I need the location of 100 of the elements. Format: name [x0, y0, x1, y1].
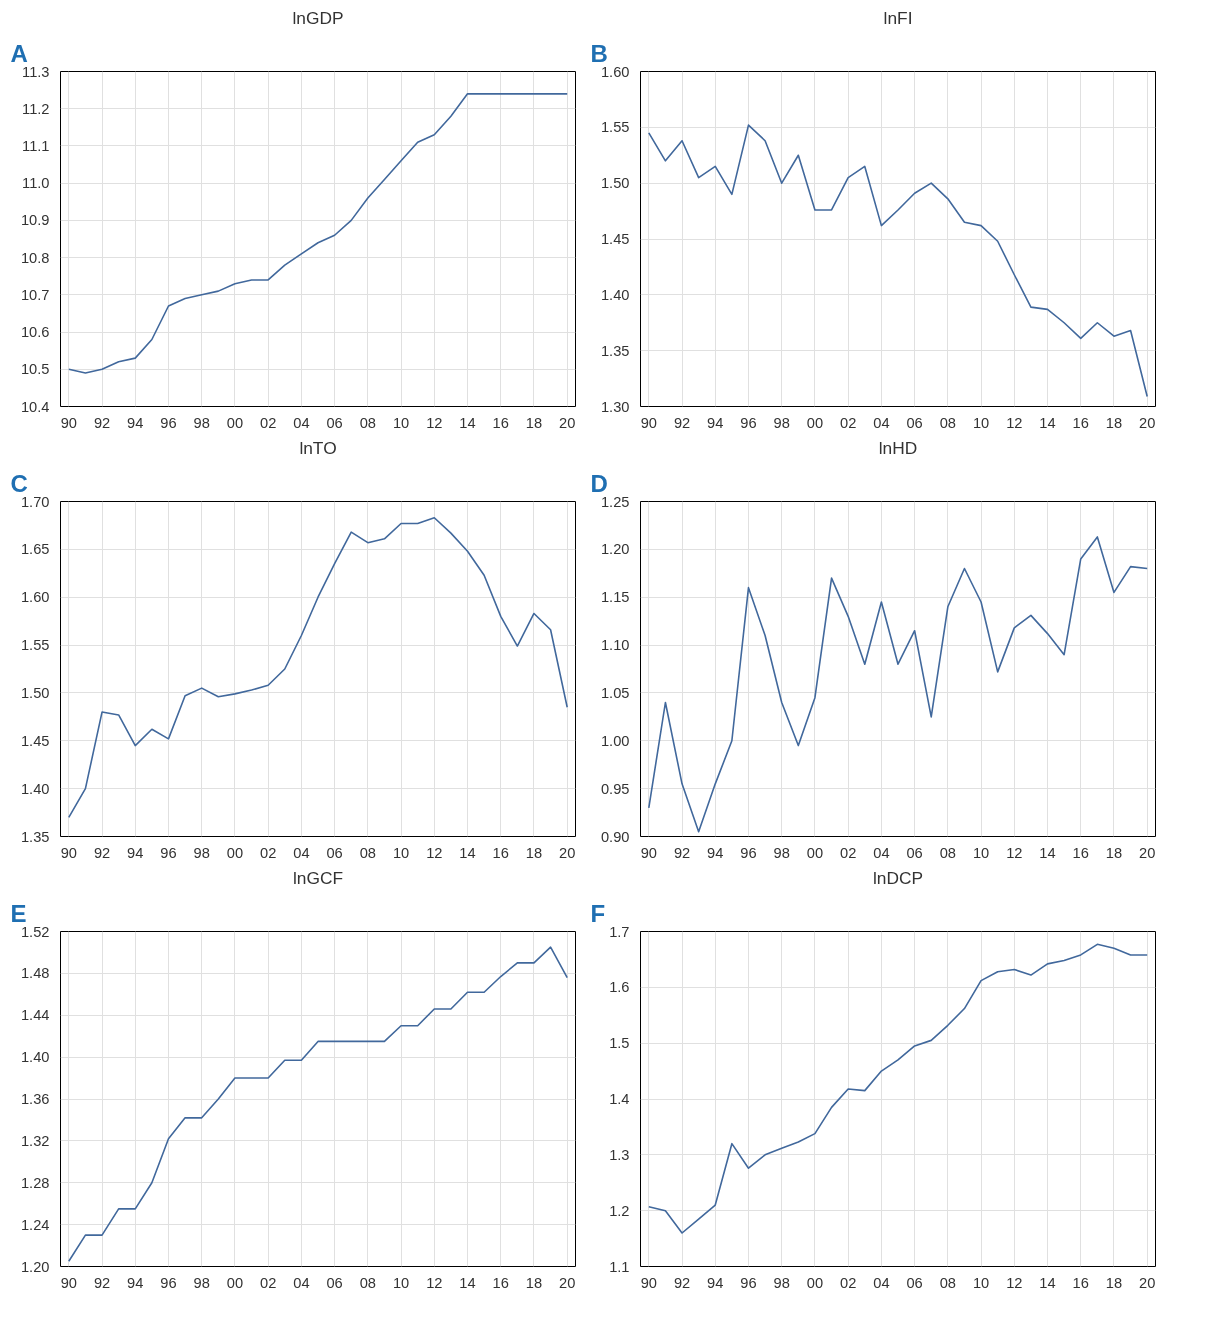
x-tick-label: 14	[1039, 414, 1056, 431]
chart-title: lnFI	[883, 7, 913, 28]
y-tick-label: 1.36	[20, 1091, 50, 1107]
x-tick-label: 10	[392, 414, 410, 431]
y-tick-label: 10.9	[20, 212, 50, 229]
x-tick-label: 06	[906, 1274, 923, 1291]
y-tick-label: 1.20	[20, 1258, 50, 1275]
x-tick-label: 08	[939, 844, 956, 861]
y-tick-label: 1.45	[20, 732, 50, 749]
x-tick-label: 06	[326, 844, 343, 861]
x-tick-label: 12	[426, 844, 443, 861]
y-tick-label: 10.4	[20, 398, 50, 415]
y-tick-label: 11.2	[22, 100, 50, 117]
y-tick-label: 1.10	[600, 637, 630, 654]
x-tick-label: 18	[525, 844, 543, 861]
x-tick-label: 02	[840, 1274, 857, 1291]
x-tick-label: 94	[707, 844, 724, 861]
x-tick-label: 10	[972, 414, 990, 431]
x-tick-label: 96	[160, 414, 177, 431]
chart-title: lnDCP	[872, 867, 924, 888]
x-tick-label: 96	[160, 1274, 177, 1291]
x-tick-label: 06	[906, 844, 923, 861]
y-tick-label: 1.20	[600, 541, 630, 558]
x-tick-label: 00	[226, 844, 244, 861]
x-tick-label: 98	[773, 1274, 790, 1291]
x-tick-label: 16	[492, 844, 509, 861]
y-tick-label: 1.65	[20, 541, 50, 558]
chart-title: lnGCF	[292, 867, 344, 888]
x-tick-label: 90	[640, 1274, 657, 1291]
y-tick-label: 1.00	[600, 732, 630, 749]
x-tick-label: 90	[60, 1274, 77, 1291]
x-tick-label: 04	[293, 414, 310, 431]
x-tick-label: 04	[293, 844, 310, 861]
x-tick-label: 98	[773, 844, 790, 861]
x-tick-label: 12	[426, 414, 443, 431]
y-tick-label: 1.35	[600, 342, 630, 359]
x-tick-label: 00	[226, 1274, 244, 1291]
x-tick-label: 92	[93, 844, 111, 861]
x-tick-label: 18	[1105, 1274, 1123, 1291]
x-tick-label: 94	[707, 1274, 724, 1291]
x-tick-label: 94	[127, 844, 144, 861]
y-tick-label: 1.40	[600, 286, 630, 303]
x-tick-label: 10	[392, 844, 410, 861]
y-tick-label: 1.35	[20, 828, 50, 845]
y-tick-label: 1.45	[600, 231, 630, 247]
y-tick-label: 1.50	[600, 175, 630, 192]
x-tick-label: 08	[359, 844, 376, 861]
x-tick-label: 02	[840, 844, 857, 861]
x-tick-label: 20	[1139, 844, 1156, 861]
y-tick-label: 1.05	[600, 684, 630, 701]
x-tick-label: 14	[459, 844, 476, 861]
x-tick-label: 08	[939, 1274, 956, 1291]
x-tick-label: 98	[193, 844, 210, 861]
x-tick-label: 14	[1039, 844, 1056, 861]
x-tick-label: 18	[525, 414, 543, 431]
x-tick-label: 04	[873, 1274, 890, 1291]
x-tick-label: 10	[392, 1274, 410, 1291]
x-tick-label: 02	[840, 414, 857, 431]
x-tick-label: 06	[906, 414, 923, 431]
x-tick-label: 20	[559, 1274, 576, 1291]
y-tick-label: 1.40	[20, 780, 50, 797]
x-tick-label: 92	[93, 414, 111, 431]
y-tick-label: 1.15	[600, 589, 630, 606]
y-tick-label: 1.6	[609, 979, 630, 996]
y-tick-label: 1.40	[20, 1049, 50, 1066]
y-tick-label: 10.7	[20, 286, 50, 303]
x-tick-label: 90	[60, 844, 77, 861]
x-tick-label: 16	[1072, 844, 1089, 861]
y-tick-label: 1.24	[20, 1216, 50, 1233]
y-tick-label: 1.48	[20, 965, 50, 982]
x-tick-label: 96	[740, 414, 757, 431]
x-tick-label: 92	[673, 414, 691, 431]
y-tick-label: 1.60	[20, 589, 50, 606]
x-tick-label: 10	[972, 1274, 990, 1291]
chart-title: lnHD	[878, 437, 918, 458]
x-tick-label: 96	[160, 844, 177, 861]
x-tick-label: 96	[740, 844, 757, 861]
x-tick-label: 98	[773, 414, 790, 431]
x-tick-label: 16	[1072, 1274, 1089, 1291]
y-tick-label: 10.6	[20, 324, 50, 341]
chart-title: lnGDP	[292, 7, 344, 28]
x-tick-label: 14	[459, 1274, 476, 1291]
x-tick-label: 94	[707, 414, 724, 431]
x-tick-label: 00	[806, 1274, 824, 1291]
chart-title: lnTO	[299, 437, 337, 458]
y-tick-label: 1.55	[20, 637, 50, 654]
x-tick-label: 06	[326, 414, 343, 431]
y-tick-label: 1.50	[20, 684, 50, 701]
y-tick-label: 1.32	[20, 1132, 50, 1149]
x-tick-label: 12	[1006, 1274, 1023, 1291]
x-tick-label: 06	[326, 1274, 343, 1291]
x-tick-label: 02	[260, 1274, 277, 1291]
x-tick-label: 96	[740, 1274, 757, 1291]
x-tick-label: 04	[873, 844, 890, 861]
y-tick-label: 1.1	[609, 1258, 630, 1275]
y-tick-label: 10.8	[20, 249, 50, 266]
y-tick-label: 11.1	[22, 137, 50, 154]
y-tick-label: 1.55	[600, 119, 630, 136]
x-tick-label: 10	[972, 844, 990, 861]
x-tick-label: 02	[260, 414, 277, 431]
